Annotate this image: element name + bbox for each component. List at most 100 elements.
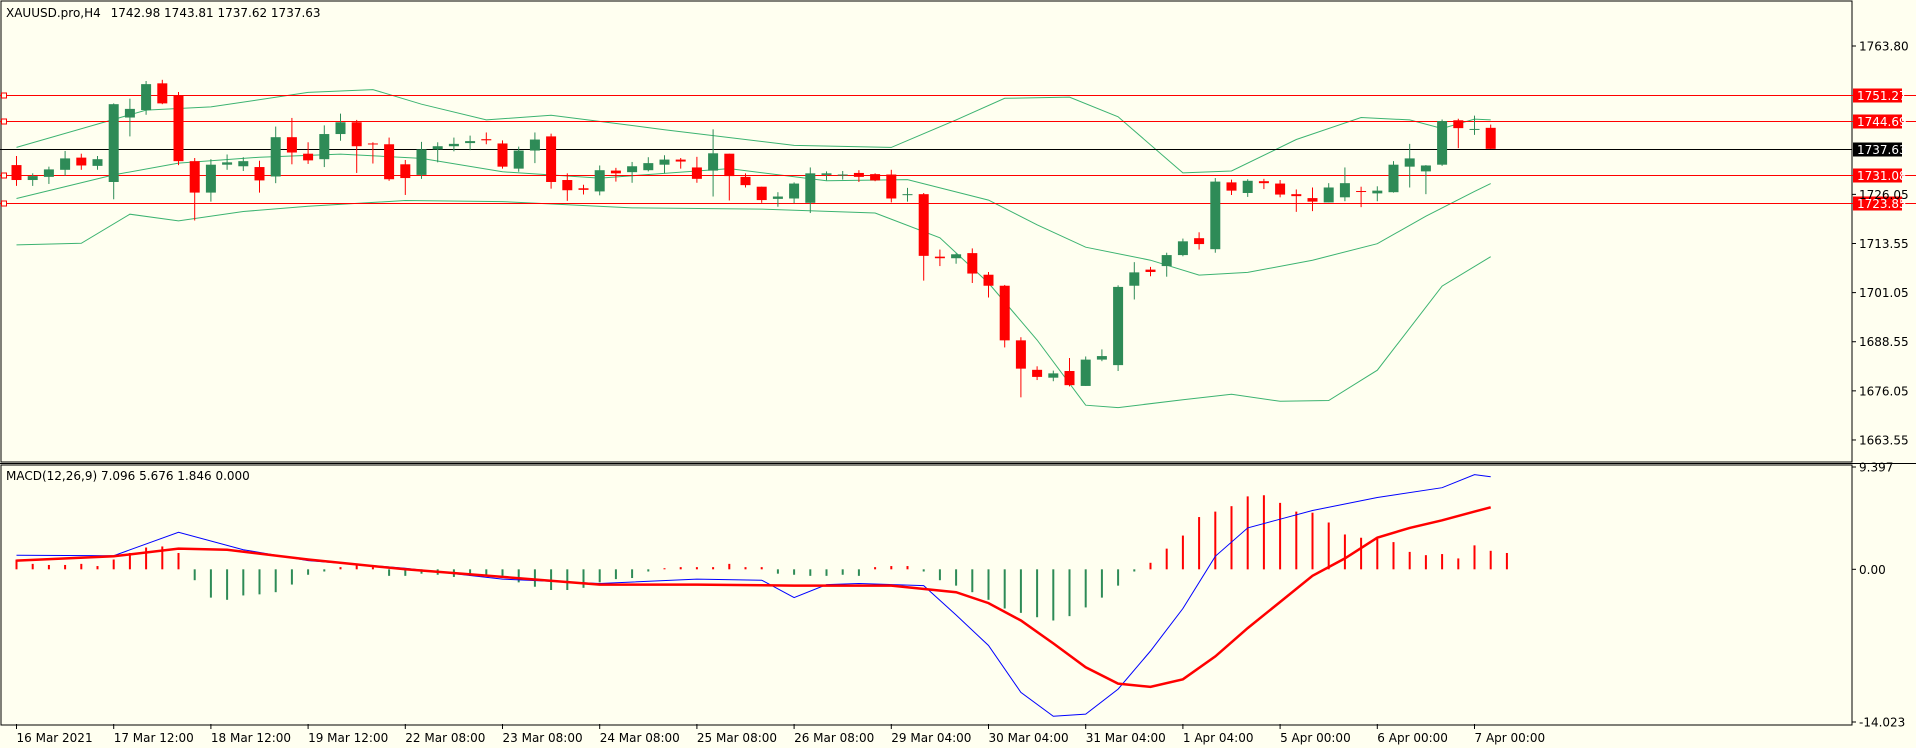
candle-body bbox=[1242, 180, 1253, 193]
candle bbox=[691, 156, 702, 183]
candle-body bbox=[1226, 182, 1237, 191]
candle-body bbox=[124, 108, 135, 118]
level-handle-1[interactable] bbox=[1, 118, 7, 125]
candle bbox=[319, 125, 330, 168]
candle-body bbox=[319, 134, 330, 160]
candle bbox=[1226, 179, 1237, 195]
candle bbox=[772, 192, 783, 207]
candle-body bbox=[1420, 165, 1431, 172]
candle bbox=[416, 141, 427, 179]
candle bbox=[367, 142, 378, 164]
candle bbox=[157, 79, 168, 105]
time-tick-label-11: 31 Mar 04:00 bbox=[1086, 731, 1166, 745]
candle bbox=[60, 150, 71, 176]
candle bbox=[400, 159, 411, 195]
candle bbox=[1388, 161, 1399, 193]
candle bbox=[76, 153, 87, 170]
candle-body bbox=[1161, 255, 1172, 267]
candle-body bbox=[708, 153, 719, 171]
candle-body bbox=[1015, 340, 1026, 369]
macd-axis: 9.397 0.00 -14.023 bbox=[1852, 461, 1905, 730]
time-tick-label-2: 18 Mar 12:00 bbox=[211, 731, 291, 745]
candle-body bbox=[270, 137, 281, 177]
candle-body bbox=[1129, 272, 1140, 286]
candle bbox=[1404, 143, 1415, 188]
candle bbox=[675, 158, 686, 169]
candle bbox=[983, 271, 994, 298]
candle bbox=[108, 103, 119, 200]
candle bbox=[594, 165, 605, 196]
time-tick-label-15: 7 Apr 00:00 bbox=[1475, 731, 1546, 745]
candle-body bbox=[1323, 187, 1334, 203]
chart-header: XAUUSD.pro,H4 1742.98 1743.81 1737.62 17… bbox=[6, 6, 321, 20]
candle bbox=[1485, 124, 1496, 149]
candle bbox=[610, 167, 621, 182]
time-tick-label-1: 17 Mar 12:00 bbox=[114, 731, 194, 745]
candle-body bbox=[1064, 371, 1075, 386]
level-tag-label-0: 1751.27 bbox=[1857, 89, 1907, 103]
candle-body bbox=[1453, 120, 1464, 129]
candle bbox=[513, 146, 524, 172]
candle bbox=[1015, 337, 1026, 398]
candle bbox=[546, 133, 557, 189]
candle-body bbox=[465, 141, 476, 144]
candle bbox=[789, 182, 800, 204]
candle-body bbox=[870, 174, 881, 181]
candle bbox=[1307, 187, 1318, 212]
candle-body bbox=[141, 84, 152, 111]
candle bbox=[1339, 167, 1350, 202]
candle bbox=[724, 153, 735, 201]
candle bbox=[303, 142, 314, 164]
candle bbox=[951, 253, 962, 264]
candle-body bbox=[918, 194, 929, 256]
level-handle-0[interactable] bbox=[1, 92, 7, 99]
candle bbox=[886, 169, 897, 203]
candle-body bbox=[1177, 241, 1188, 256]
candle bbox=[1161, 252, 1172, 277]
level-handle-2[interactable] bbox=[1, 172, 7, 179]
candle bbox=[286, 117, 297, 165]
candle-body bbox=[76, 157, 87, 166]
candle-body bbox=[1404, 158, 1415, 167]
current-price-label: 1737.63 bbox=[1857, 143, 1907, 157]
candle bbox=[578, 184, 589, 195]
candle bbox=[756, 186, 767, 203]
candle bbox=[529, 132, 540, 164]
candle bbox=[1096, 349, 1107, 362]
candle bbox=[1113, 285, 1124, 372]
candle bbox=[1177, 238, 1188, 257]
candle-body bbox=[837, 174, 848, 176]
candle-body bbox=[562, 180, 573, 191]
candle bbox=[1291, 189, 1302, 212]
candle-body bbox=[1258, 181, 1269, 184]
candle bbox=[1145, 266, 1156, 277]
candle bbox=[351, 119, 362, 173]
time-tick-label-12: 1 Apr 04:00 bbox=[1183, 731, 1254, 745]
candle-body bbox=[27, 176, 38, 181]
candle-body bbox=[934, 256, 945, 259]
time-tick-label-4: 22 Mar 08:00 bbox=[405, 731, 485, 745]
candle bbox=[384, 137, 395, 181]
horizontal-levels bbox=[0, 92, 1916, 207]
candle bbox=[740, 173, 751, 188]
candle-body bbox=[157, 83, 168, 104]
time-tick-label-6: 24 Mar 08:00 bbox=[600, 731, 680, 745]
candle-body bbox=[1080, 359, 1091, 386]
candle-body bbox=[951, 254, 962, 259]
macd-header: MACD(12,26,9) 7.096 5.676 1.846 0.000 bbox=[6, 469, 250, 483]
candle bbox=[11, 156, 22, 186]
time-tick-label-9: 29 Mar 04:00 bbox=[891, 731, 971, 745]
candlesticks bbox=[11, 79, 1496, 398]
candle bbox=[708, 129, 719, 197]
candle-body bbox=[1469, 128, 1480, 130]
candle-body bbox=[1145, 269, 1156, 272]
candle bbox=[1356, 186, 1367, 208]
macd-tick-label-0: 9.397 bbox=[1859, 461, 1893, 475]
level-handle-3[interactable] bbox=[1, 200, 7, 207]
candle-body bbox=[1032, 369, 1043, 377]
candle-body bbox=[400, 164, 411, 179]
candle bbox=[92, 156, 103, 170]
symbol-label: XAUUSD.pro,H4 bbox=[6, 6, 101, 20]
